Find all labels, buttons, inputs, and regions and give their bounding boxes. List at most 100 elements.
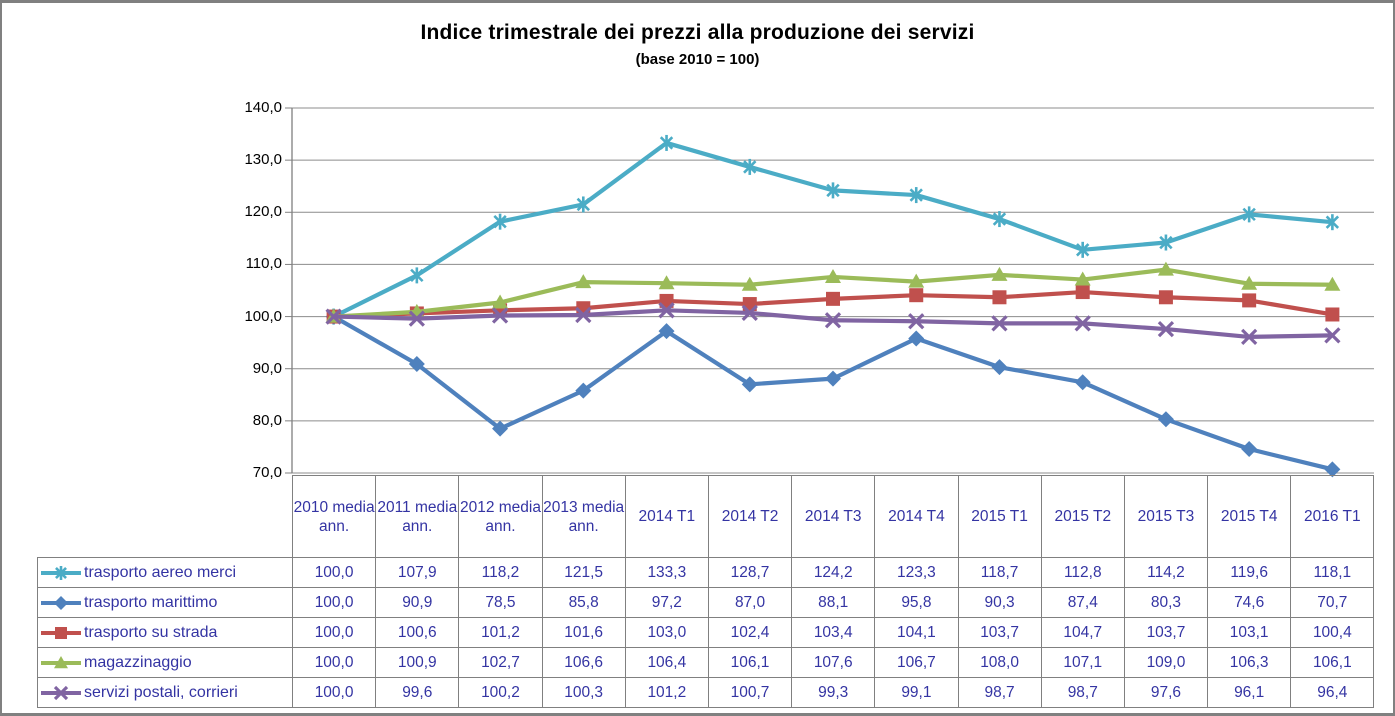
table-cell: 118,1 xyxy=(1290,557,1375,588)
column-header: 2016 T1 xyxy=(1290,475,1375,558)
column-header: 2015 T3 xyxy=(1123,475,1209,558)
column-header: 2012 media ann. xyxy=(458,475,543,558)
column-header: 2014 T4 xyxy=(874,475,959,558)
data-point-marker xyxy=(1325,307,1340,322)
data-point-marker xyxy=(1325,214,1340,231)
y-axis-tick-label: 90,0 xyxy=(252,359,282,377)
table-cell: 121,5 xyxy=(541,557,626,588)
table-cell: 106,1 xyxy=(707,647,793,678)
table-cell: 100,0 xyxy=(291,617,377,648)
table-cell: 106,4 xyxy=(624,647,709,678)
series-trasporto-marittimo xyxy=(325,308,1341,478)
data-point-marker xyxy=(1075,285,1090,300)
plot-area xyxy=(285,107,1374,478)
data-point-marker xyxy=(826,291,840,306)
series-label-servizi-postali-corrieri: servizi postali, corrieri xyxy=(37,677,293,708)
table-cell: 87,0 xyxy=(707,587,793,618)
y-axis-tick-label: 130,0 xyxy=(244,151,282,169)
triangle-marker-icon xyxy=(54,655,68,668)
table-cell: 133,3 xyxy=(624,557,709,588)
table-row: magazzinaggio 100,0 100,9 102,7 106,6 106,4 10… xyxy=(37,647,1375,678)
data-point-marker xyxy=(1158,290,1173,305)
data-point-marker xyxy=(741,276,758,291)
data-point-marker xyxy=(1157,261,1174,276)
table-cell: 123,3 xyxy=(874,557,959,588)
column-header: 2014 T1 xyxy=(624,475,709,558)
column-header: 2013 media ann. xyxy=(541,475,626,558)
data-point-marker xyxy=(1159,234,1173,251)
data-point-marker xyxy=(825,370,841,387)
series-trasporto-aereo-merci xyxy=(326,134,1340,325)
table-cell: 102,7 xyxy=(458,647,543,678)
data-point-marker xyxy=(492,294,509,309)
data-point-marker xyxy=(909,187,923,204)
data-point-marker xyxy=(1076,241,1090,258)
table-cell: 74,6 xyxy=(1207,587,1292,618)
table-cell: 90,3 xyxy=(957,587,1042,618)
data-point-marker xyxy=(408,356,425,373)
table-cell: 97,2 xyxy=(624,587,709,618)
table-cell: 88,1 xyxy=(791,587,876,618)
data-point-marker xyxy=(908,330,925,347)
data-point-marker xyxy=(743,158,757,175)
data-point-marker xyxy=(491,307,509,324)
data-point-marker xyxy=(1242,293,1257,308)
y-axis-tick-label: 80,0 xyxy=(252,411,282,429)
column-header: 2011 media ann. xyxy=(375,475,460,558)
table-cell: 96,4 xyxy=(1290,677,1375,708)
table-row: trasporto marittimo 100,0 90,9 78,5 85,8 97,2… xyxy=(37,587,1375,618)
table-cell: 85,8 xyxy=(541,587,626,618)
table-cell: 100,7 xyxy=(707,677,793,708)
table-cell: 98,7 xyxy=(1040,677,1125,708)
square-marker-icon xyxy=(55,626,67,639)
table-cell: 87,4 xyxy=(1040,587,1125,618)
table-cell: 107,1 xyxy=(1040,647,1125,678)
data-point-marker xyxy=(991,359,1008,376)
table-cell: 101,6 xyxy=(541,617,626,648)
data-point-marker xyxy=(1157,411,1174,428)
data-table: 2010 media ann. 2011 media ann. 2012 media… xyxy=(37,475,1375,708)
table-cell: 99,6 xyxy=(375,677,460,708)
data-point-marker xyxy=(826,182,840,199)
y-axis-tick-label: 70,0 xyxy=(252,464,282,481)
table-cell: 100,0 xyxy=(291,677,377,708)
table-cell: 78,5 xyxy=(458,587,543,618)
table-cell: 118,2 xyxy=(458,557,543,588)
legend-key-icon xyxy=(41,626,81,639)
table-row: trasporto su strada 100,0 100,6 101,2 101,6 1… xyxy=(37,617,1375,648)
data-point-marker xyxy=(824,312,842,329)
column-header: 2015 T4 xyxy=(1207,475,1292,558)
data-point-marker xyxy=(992,211,1007,228)
table-cell: 107,6 xyxy=(791,647,876,678)
series-label-magazzinaggio: magazzinaggio xyxy=(37,647,293,678)
data-point-marker xyxy=(1074,315,1091,332)
data-point-marker xyxy=(658,302,675,319)
gridlines xyxy=(285,107,1374,474)
table-cell: 99,1 xyxy=(874,677,959,708)
data-point-marker xyxy=(325,308,342,325)
series-label-trasporto-aereo-merci: trasporto aereo merci xyxy=(37,557,293,588)
data-point-marker xyxy=(575,306,592,324)
table-row: servizi postali, corrieri 100,0 99,6 100,2 1… xyxy=(37,677,1375,708)
data-point-marker xyxy=(1241,328,1258,346)
table-cell: 97,6 xyxy=(1123,677,1209,708)
series-name: trasporto aereo merci xyxy=(84,563,237,581)
chart-title: Indice trimestrale dei prezzi alla produ… xyxy=(420,21,975,44)
table-cell: 106,3 xyxy=(1207,647,1292,678)
table-cell: 100,0 xyxy=(291,587,377,618)
table-cell: 108,0 xyxy=(957,647,1042,678)
series-name: servizi postali, corrieri xyxy=(84,683,238,701)
column-header: 2010 media ann. xyxy=(291,475,377,558)
table-cell: 99,3 xyxy=(791,677,876,708)
data-point-marker xyxy=(991,315,1008,332)
table-cell: 103,1 xyxy=(1207,617,1292,648)
table-cell: 109,0 xyxy=(1123,647,1209,678)
legend-key-icon xyxy=(41,595,81,610)
data-point-marker xyxy=(492,420,509,437)
data-point-marker xyxy=(825,268,841,283)
table-cell: 90,9 xyxy=(375,587,460,618)
series-name: trasporto su strada xyxy=(84,623,218,641)
data-point-marker xyxy=(575,382,592,399)
data-point-marker xyxy=(1242,206,1256,223)
y-axis-tick-label: 120,0 xyxy=(244,203,282,221)
